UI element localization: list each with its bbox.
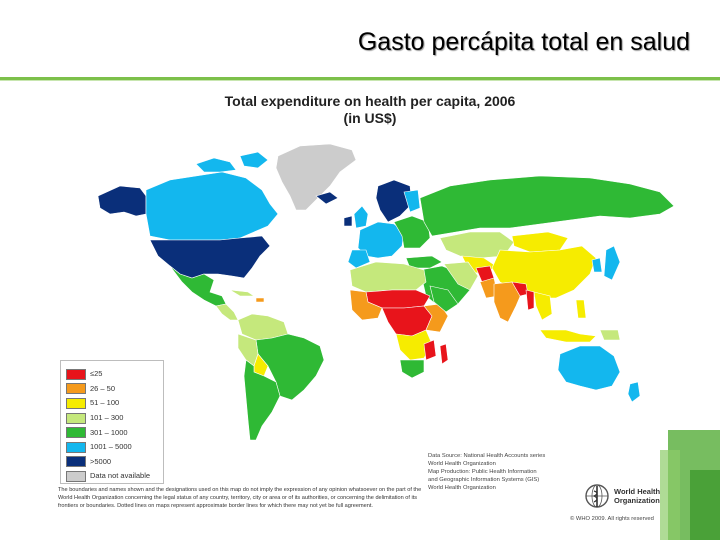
region-brazil bbox=[255, 333, 325, 401]
legend-label: 101 – 300 bbox=[90, 413, 124, 423]
decorative-corner bbox=[660, 430, 720, 540]
legend-swatch bbox=[66, 470, 86, 482]
title-divider-light bbox=[0, 80, 720, 81]
region-madagascar bbox=[439, 343, 449, 365]
legend-label: 1001 – 5000 bbox=[90, 442, 132, 452]
data-source-line: World Health Organization bbox=[428, 485, 496, 491]
data-source-line: Map Production: Public Health Informatio… bbox=[428, 469, 537, 475]
legend-swatch bbox=[66, 412, 86, 424]
legend-swatch bbox=[66, 368, 86, 380]
region-mozambique bbox=[423, 339, 437, 361]
legend-swatch bbox=[66, 427, 86, 439]
legend-swatch bbox=[66, 397, 86, 409]
region-mexico bbox=[169, 265, 227, 307]
region-alaska bbox=[97, 185, 147, 217]
region-korea bbox=[591, 257, 603, 273]
region-iberia bbox=[347, 249, 371, 269]
legend-label: >5000 bbox=[90, 456, 112, 466]
who-emblem-icon bbox=[585, 484, 609, 508]
legend-label: 51 – 100 bbox=[90, 398, 120, 408]
legend-label: ≤25 bbox=[90, 369, 103, 379]
region-arabia bbox=[429, 285, 459, 313]
who-name-line1: World Health bbox=[614, 487, 661, 496]
legend-item: 51 – 100 bbox=[66, 396, 158, 411]
region-usa bbox=[149, 235, 271, 279]
title-divider bbox=[0, 77, 720, 80]
legend-item: ≤25 bbox=[66, 367, 158, 382]
region-arctic-islands-2 bbox=[239, 151, 269, 169]
region-cuba bbox=[229, 289, 255, 297]
region-central-america bbox=[215, 303, 239, 321]
region-philippines bbox=[575, 299, 587, 319]
region-new-zealand bbox=[627, 381, 641, 403]
map-title: Total expenditure on health per capita, … bbox=[200, 93, 540, 127]
region-russia bbox=[419, 175, 675, 237]
copyright: © WHO 2009. All rights reserved bbox=[570, 516, 654, 522]
region-southern-cone bbox=[243, 359, 281, 441]
data-source-line: Data Source: National Health Accounts se… bbox=[428, 453, 546, 459]
legend-item: 26 – 50 bbox=[66, 382, 158, 397]
who-name: World Health Organization bbox=[614, 487, 660, 505]
legend-item: Data not available bbox=[66, 469, 158, 484]
region-japan bbox=[603, 245, 621, 281]
region-iran bbox=[443, 261, 479, 291]
region-indonesia bbox=[539, 329, 597, 343]
region-myanmar bbox=[525, 289, 535, 311]
region-australia bbox=[557, 345, 621, 391]
map-title-line2: (in US$) bbox=[343, 110, 397, 126]
legend-label: 301 – 1000 bbox=[90, 427, 128, 437]
data-source-line: World Health Organization bbox=[428, 461, 496, 467]
legend-label: 26 – 50 bbox=[90, 383, 116, 393]
map-title-line1: Total expenditure on health per capita, … bbox=[224, 93, 516, 109]
legend-swatch bbox=[66, 456, 86, 468]
legend-swatch bbox=[66, 441, 86, 453]
region-finland bbox=[403, 189, 421, 213]
region-canada bbox=[145, 171, 279, 241]
legend-item: >5000 bbox=[66, 455, 158, 470]
region-ireland bbox=[343, 215, 353, 227]
region-indochina bbox=[533, 291, 553, 321]
legend-swatch bbox=[66, 383, 86, 395]
region-south-africa bbox=[399, 359, 425, 379]
region-uk bbox=[353, 205, 369, 229]
legend-label: Data not available bbox=[90, 471, 151, 481]
slide-title: Gasto percápita total en salud bbox=[357, 28, 690, 56]
who-name-line2: Organization bbox=[614, 496, 660, 505]
region-north-africa bbox=[349, 261, 427, 293]
who-logo: World Health Organization bbox=[584, 482, 690, 510]
region-west-africa bbox=[349, 289, 383, 321]
data-source-line: and Geographic Information Systems (GIS) bbox=[428, 477, 540, 483]
region-mongolia bbox=[511, 231, 569, 253]
data-source-credits: Data Source: National Health Accounts se… bbox=[428, 452, 578, 492]
region-png bbox=[599, 329, 621, 341]
legend-item: 301 – 1000 bbox=[66, 425, 158, 440]
region-eastern-europe bbox=[393, 215, 431, 249]
legend-item: 1001 – 5000 bbox=[66, 440, 158, 455]
region-hispaniola bbox=[255, 297, 265, 303]
region-greenland bbox=[275, 143, 357, 211]
map-disclaimer: The boundaries and names shown and the d… bbox=[58, 487, 422, 510]
region-scandinavia bbox=[375, 179, 413, 223]
map-legend: ≤25 26 – 50 51 – 100 101 – 300 301 – 1000 100… bbox=[60, 360, 164, 484]
region-arctic-islands bbox=[195, 157, 237, 173]
legend-item: 101 – 300 bbox=[66, 411, 158, 426]
region-iceland bbox=[315, 191, 339, 205]
